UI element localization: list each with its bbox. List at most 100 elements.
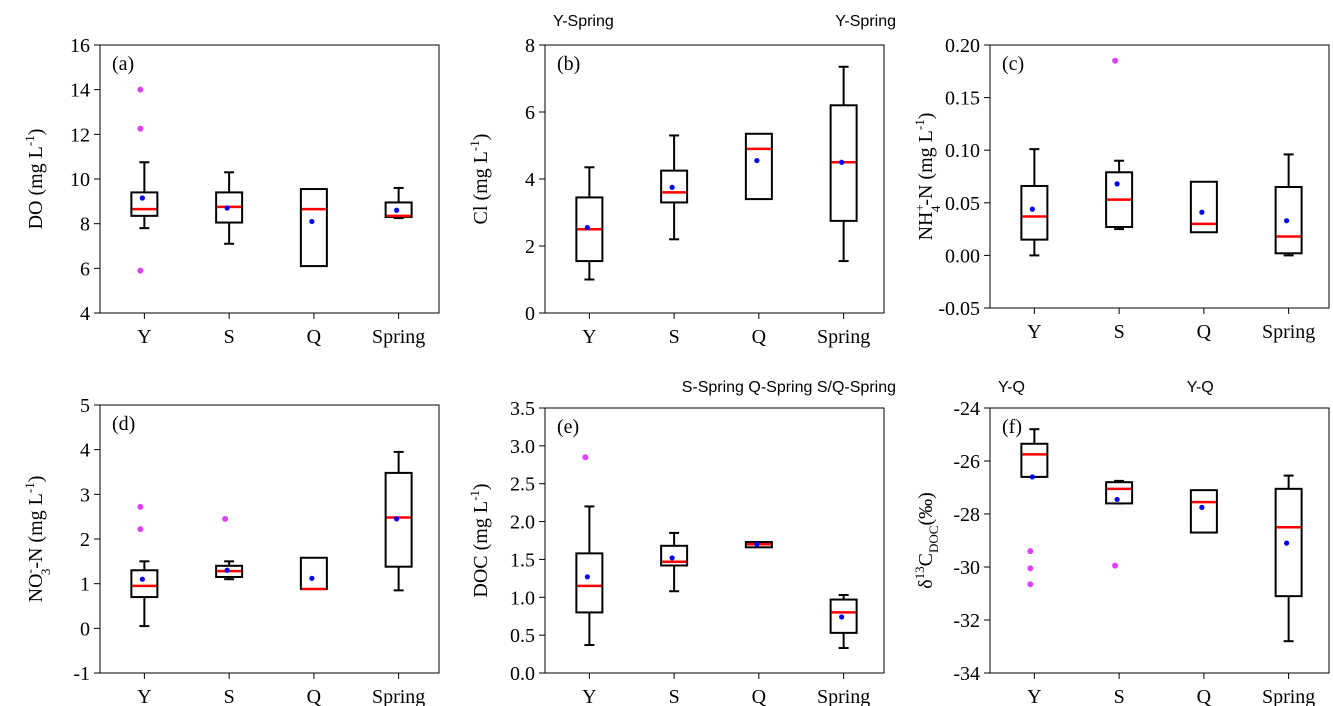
mean-point [1199, 504, 1205, 510]
y-tick-label: 2.0 [510, 512, 535, 534]
x-tick-label: Q [1197, 686, 1212, 706]
y-tick-label: 8 [80, 214, 90, 236]
mean-point [1284, 540, 1290, 546]
outlier-point [582, 454, 589, 461]
box-s [1105, 479, 1134, 569]
panel-f: -34 -32 -30 -28 -26 -24 Y S Q Spring δ13CDOC(‰) (f)… [912, 379, 1330, 706]
y-tick-label: 0 [525, 303, 535, 325]
y-tick-label: 1.5 [510, 549, 535, 571]
panel-label: (e) [557, 416, 579, 438]
y-tick-label: 0 [80, 618, 90, 640]
mean-point [669, 555, 675, 561]
y-axis-label: NO-3-N (mg L-1) [22, 476, 53, 603]
mean-point [139, 576, 145, 582]
box-q [744, 132, 773, 201]
mean-point [394, 207, 400, 213]
y-tick-label: 14 [70, 80, 90, 102]
x-tick-label: Spring [1262, 686, 1315, 706]
panel-label: (a) [112, 53, 134, 75]
y-tick-label: 0.00 [945, 245, 980, 267]
mean-point [1114, 496, 1120, 503]
y-tick-label: 2.5 [510, 474, 535, 496]
y-tick-label: -0.05 [938, 298, 980, 320]
mean-point [1284, 218, 1290, 224]
outlier-point [1027, 548, 1034, 555]
iqr-box [299, 188, 328, 268]
mean-point [1114, 181, 1120, 187]
panel-label: (b) [557, 53, 580, 75]
box-spring [829, 65, 858, 263]
y-tick-label: -32 [953, 610, 980, 632]
y-tick-label: 0.0 [510, 663, 535, 685]
mean-point [1029, 206, 1035, 212]
mean-point [394, 516, 400, 522]
y-tick-label: 2 [525, 236, 535, 258]
y-tick-label: -30 [953, 557, 980, 579]
significance-label: Y-Spring [835, 13, 896, 30]
mean-point [309, 575, 315, 581]
x-tick-label: Y [137, 686, 151, 706]
y-axis-label: δ13CDOC(‰) [912, 492, 941, 589]
significance-label: Y-Spring [553, 13, 614, 30]
x-tick-label: S [224, 326, 235, 348]
mean-point [839, 159, 845, 165]
mean-point [584, 574, 590, 580]
plot-frame [544, 407, 885, 674]
mean-point [584, 224, 590, 231]
x-tick-label: Spring [817, 326, 870, 348]
y-tick-label: -28 [953, 504, 980, 526]
y-tick-label: 3 [80, 484, 90, 506]
x-tick-label: Q [307, 686, 322, 706]
x-tick-label: Y [1027, 686, 1041, 706]
mean-point [224, 205, 230, 211]
panel-label: (c) [1002, 53, 1024, 75]
outlier-point [1112, 562, 1119, 569]
x-tick-label: Y [582, 686, 596, 706]
box-y [130, 86, 159, 274]
plot-frame [989, 44, 1330, 309]
panel-c: -0.05 0.00 0.05 0.10 0.15 0.20 Y S Q Spring NH+4-N… [912, 35, 1330, 343]
panel-a: 4 6 8 10 12 14 16 Y S Q Spring DO (mg L-1) (a) [22, 35, 440, 348]
y-tick-label: 10 [70, 169, 90, 191]
iqr-box [130, 191, 159, 217]
x-tick-label: Y [137, 326, 151, 348]
panel-label: (f) [1002, 416, 1022, 438]
mean-point [309, 218, 315, 225]
outlier-point [1027, 581, 1034, 588]
iqr-box [1020, 184, 1049, 241]
box-spring [384, 450, 413, 592]
box-q [1189, 489, 1218, 534]
plot-frame [989, 407, 1330, 674]
iqr-box [829, 598, 858, 634]
box-s [1105, 57, 1134, 231]
box-y [575, 166, 604, 281]
x-tick-label: Y [1027, 321, 1041, 343]
outlier-point [137, 526, 144, 533]
iqr-box [1189, 489, 1218, 534]
x-tick-label: Q [752, 326, 767, 348]
x-tick-label: Q [307, 326, 322, 348]
outlier-point [1027, 565, 1034, 572]
box-y [130, 503, 159, 628]
box-q [1189, 180, 1218, 234]
y-axis-label: DOC (mg L-1) [467, 483, 492, 597]
box-s [660, 134, 689, 241]
outlier-point [137, 267, 144, 274]
y-tick-label: 4 [80, 440, 90, 462]
box-q [299, 556, 328, 591]
panel-e: 0.0 0.5 1.0 1.5 2.0 2.5 3.0 3.5 Y S Q Spring DOC (mg… [467, 379, 896, 706]
box-spring [1274, 474, 1303, 643]
y-tick-label: 1.0 [510, 587, 535, 609]
x-tick-label: Spring [817, 686, 870, 706]
mean-point [1029, 474, 1035, 480]
outlier-point [222, 515, 229, 522]
outlier-point [137, 503, 144, 510]
mean-point [224, 567, 230, 573]
panel-b: 0 2 4 6 8 Y S Q Spring Cl (mg L-1) (b) Y-Spring Y-Sp… [467, 13, 896, 348]
y-tick-label: -26 [953, 451, 980, 473]
box-y [575, 454, 604, 646]
y-tick-label: 12 [70, 124, 90, 146]
x-tick-label: S [669, 326, 680, 348]
y-axis-label: DO (mg L-1) [22, 129, 47, 230]
